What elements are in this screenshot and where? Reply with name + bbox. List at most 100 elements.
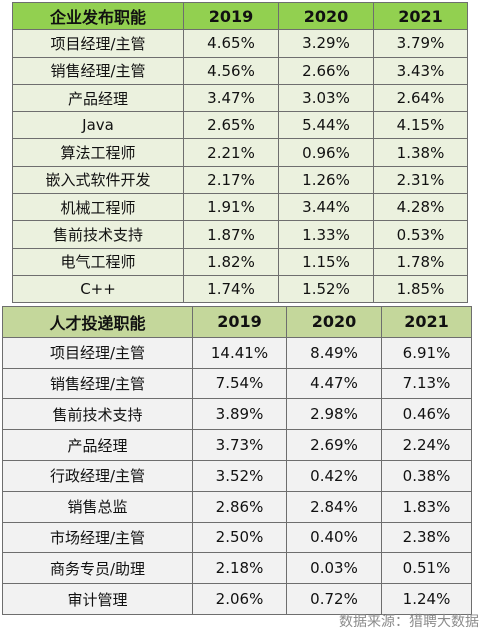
percentage-cell: 1.82% [183, 247, 279, 276]
table-row: 算法工程师 2.21% 0.96% 1.38% [12, 138, 468, 167]
percentage-cell: 2.06% [192, 583, 287, 615]
table-row: 售前技术支持 3.89% 2.98% 0.46% [2, 398, 472, 431]
percentage-cell: 4.47% [286, 367, 382, 400]
percentage-cell: 1.15% [278, 247, 374, 276]
header-cell: 2021 [373, 1, 468, 31]
percentage-cell: 0.51% [381, 552, 472, 585]
percentage-cell: 1.83% [381, 490, 472, 523]
percentage-cell: 3.43% [373, 56, 468, 85]
talent-application-table: 人才投递职能 2019 2020 2021 项目经理/主管 14.41% 8.49%… [2, 306, 472, 615]
percentage-cell: 0.38% [381, 459, 472, 492]
percentage-cell: 3.03% [278, 83, 374, 113]
function-name-cell: 销售经理/主管 [12, 56, 184, 85]
table-row: 项目经理/主管 14.41% 8.49% 6.91% [2, 336, 472, 369]
function-name-cell: 销售总监 [2, 490, 193, 523]
table-row: 销售经理/主管 4.56% 2.66% 3.43% [12, 56, 468, 85]
header-cell: 2021 [381, 306, 472, 338]
function-name-cell: 售前技术支持 [2, 398, 193, 431]
table-row: 机械工程师 1.91% 3.44% 4.28% [12, 193, 468, 222]
percentage-cell: 2.21% [183, 138, 279, 167]
percentage-cell: 0.96% [278, 138, 374, 167]
percentage-cell: 4.56% [183, 56, 279, 85]
percentage-cell: 2.65% [183, 111, 279, 140]
header-cell: 2019 [183, 1, 279, 31]
percentage-cell: 4.65% [183, 29, 279, 58]
percentage-cell: 1.85% [373, 274, 468, 304]
percentage-cell: 4.28% [373, 193, 468, 222]
percentage-cell: 3.29% [278, 29, 374, 58]
function-name-cell: 售前技术支持 [12, 220, 184, 249]
percentage-cell: 1.74% [183, 274, 279, 304]
header-cell: 2020 [278, 1, 374, 31]
function-name-cell: Java [12, 111, 184, 140]
table-row: 行政经理/主管 3.52% 0.42% 0.38% [2, 459, 472, 492]
percentage-cell: 1.78% [373, 247, 468, 276]
enterprise-function-table: 企业发布职能 2019 2020 2021 项目经理/主管 4.65% 3.29% 3… [12, 1, 468, 304]
percentage-cell: 5.44% [278, 111, 374, 140]
percentage-cell: 2.84% [286, 490, 382, 523]
data-source-note: 数据来源：猎聘大数据 [339, 614, 479, 630]
function-name-cell: 行政经理/主管 [2, 459, 193, 492]
table-row: 审计管理 2.06% 0.72% 1.24% [2, 583, 472, 615]
percentage-cell: 0.72% [286, 583, 382, 615]
function-name-cell: 算法工程师 [12, 138, 184, 167]
percentage-cell: 2.31% [373, 165, 468, 195]
table-header-row: 企业发布职能 2019 2020 2021 [12, 1, 468, 31]
percentage-cell: 1.33% [278, 220, 374, 249]
percentage-cell: 1.24% [381, 583, 472, 615]
percentage-cell: 1.91% [183, 193, 279, 222]
percentage-cell: 0.53% [373, 220, 468, 249]
percentage-cell: 0.40% [286, 521, 382, 554]
header-cell: 人才投递职能 [2, 306, 193, 338]
table-row: 电气工程师 1.82% 1.15% 1.78% [12, 247, 468, 276]
header-cell: 2019 [192, 306, 287, 338]
percentage-cell: 2.69% [286, 429, 382, 461]
percentage-cell: 2.50% [192, 521, 287, 554]
function-name-cell: 产品经理 [2, 429, 193, 461]
percentage-cell: 1.38% [373, 138, 468, 167]
function-name-cell: 项目经理/主管 [12, 29, 184, 58]
percentage-cell: 2.98% [286, 398, 382, 431]
table-row: 销售总监 2.86% 2.84% 1.83% [2, 490, 472, 523]
percentage-cell: 1.26% [278, 165, 374, 195]
percentage-cell: 2.38% [381, 521, 472, 554]
table-row: 市场经理/主管 2.50% 0.40% 2.38% [2, 521, 472, 554]
percentage-cell: 0.03% [286, 552, 382, 585]
table-row: 项目经理/主管 4.65% 3.29% 3.79% [12, 29, 468, 58]
percentage-cell: 3.47% [183, 83, 279, 113]
function-name-cell: 销售经理/主管 [2, 367, 193, 400]
table-header-row: 人才投递职能 2019 2020 2021 [2, 306, 472, 338]
percentage-cell: 0.42% [286, 459, 382, 492]
table-row: 售前技术支持 1.87% 1.33% 0.53% [12, 220, 468, 249]
table-row: C++ 1.74% 1.52% 1.85% [12, 274, 468, 304]
table-row: 产品经理 3.73% 2.69% 2.24% [2, 429, 472, 461]
header-cell: 企业发布职能 [12, 1, 184, 31]
percentage-cell: 8.49% [286, 336, 382, 369]
function-name-cell: 审计管理 [2, 583, 193, 615]
table-row: 产品经理 3.47% 3.03% 2.64% [12, 83, 468, 113]
function-name-cell: 产品经理 [12, 83, 184, 113]
percentage-cell: 3.44% [278, 193, 374, 222]
percentage-cell: 2.86% [192, 490, 287, 523]
percentage-cell: 0.46% [381, 398, 472, 431]
percentage-cell: 3.73% [192, 429, 287, 461]
percentage-cell: 2.66% [278, 56, 374, 85]
table-row: Java 2.65% 5.44% 4.15% [12, 111, 468, 140]
header-cell: 2020 [286, 306, 382, 338]
table-row: 嵌入式软件开发 2.17% 1.26% 2.31% [12, 165, 468, 195]
percentage-cell: 7.13% [381, 367, 472, 400]
percentage-cell: 3.89% [192, 398, 287, 431]
function-name-cell: 机械工程师 [12, 193, 184, 222]
percentage-cell: 2.18% [192, 552, 287, 585]
percentage-cell: 14.41% [192, 336, 287, 369]
percentage-cell: 3.79% [373, 29, 468, 58]
function-name-cell: 电气工程师 [12, 247, 184, 276]
function-name-cell: 嵌入式软件开发 [12, 165, 184, 195]
table-row: 销售经理/主管 7.54% 4.47% 7.13% [2, 367, 472, 400]
percentage-cell: 2.17% [183, 165, 279, 195]
function-name-cell: C++ [12, 274, 184, 304]
percentage-cell: 6.91% [381, 336, 472, 369]
function-name-cell: 项目经理/主管 [2, 336, 193, 369]
percentage-cell: 3.52% [192, 459, 287, 492]
function-name-cell: 商务专员/助理 [2, 552, 193, 585]
